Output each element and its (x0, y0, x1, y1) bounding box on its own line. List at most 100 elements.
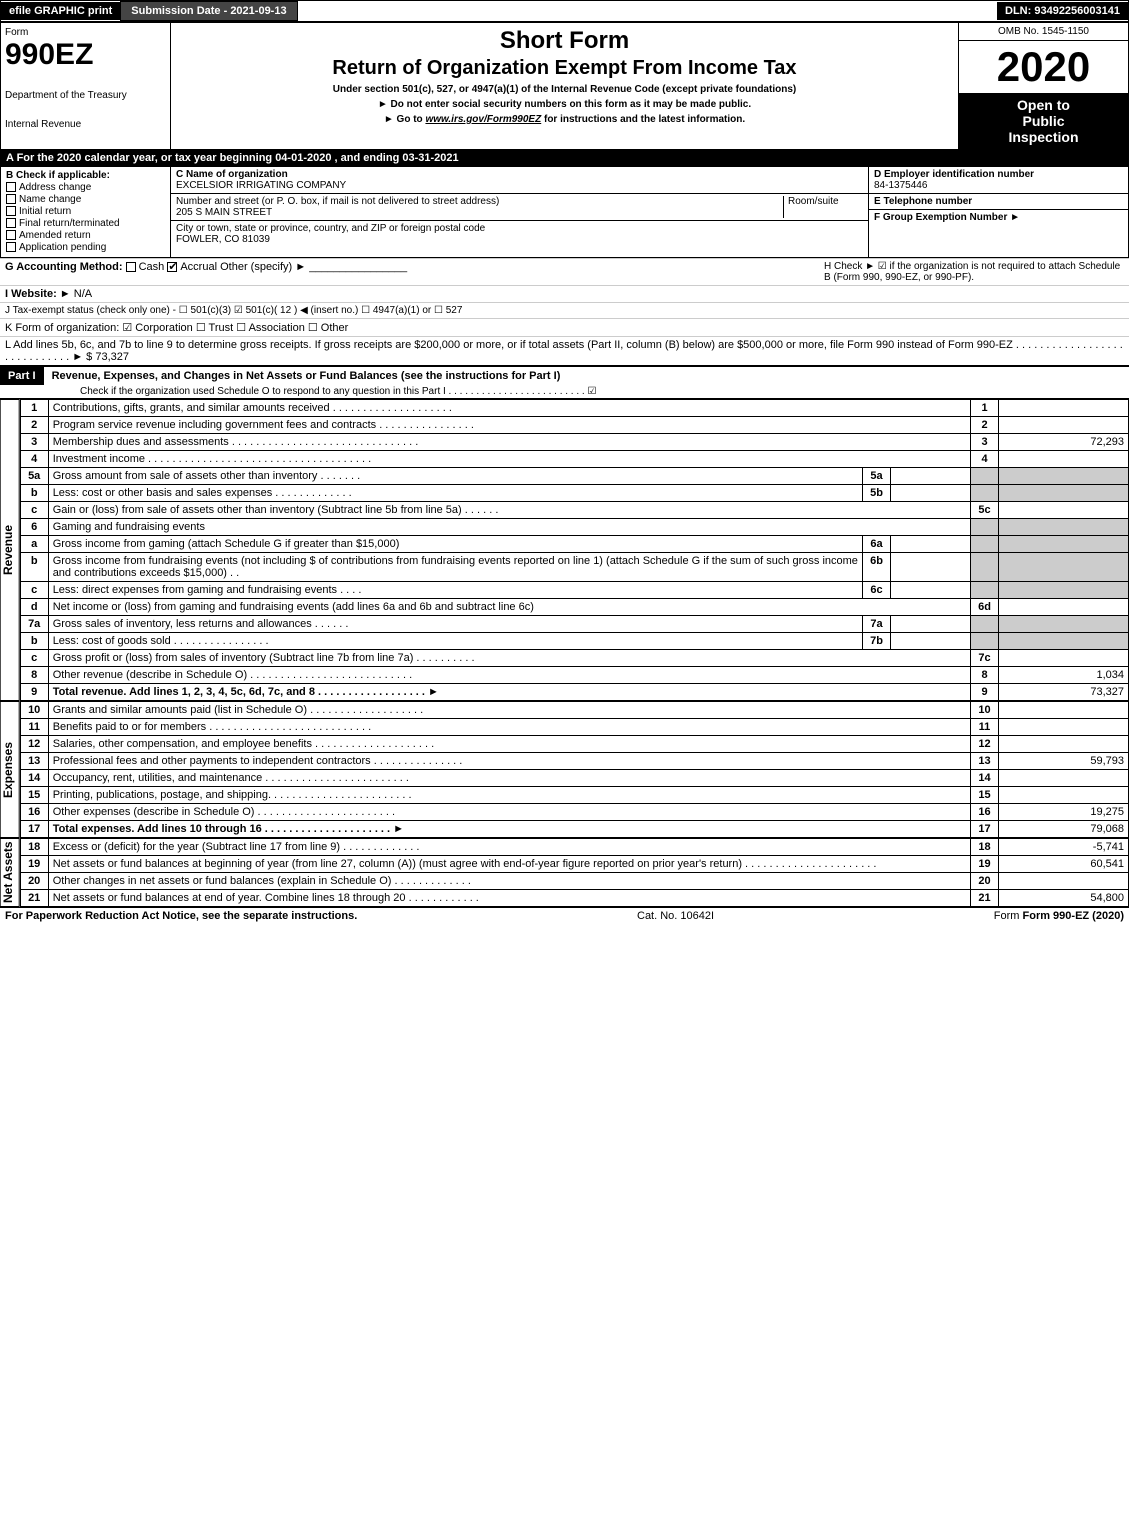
part1-sub: Check if the organization used Schedule … (0, 385, 1129, 398)
dept-treasury: Department of the Treasury (5, 90, 166, 101)
line-desc: Total expenses. Add lines 10 through 16 … (48, 821, 970, 838)
r-shade (971, 553, 999, 582)
table-row: 19Net assets or fund balances at beginni… (20, 856, 1128, 873)
row-j: J Tax-exempt status (check only one) - ☐… (0, 302, 1129, 318)
website-val: N/A (74, 288, 92, 300)
line-number: 3 (20, 434, 48, 451)
row-k: K Form of organization: ☑ Corporation ☐ … (0, 318, 1129, 336)
sub-val (891, 536, 971, 553)
table-row: 9Total revenue. Add lines 1, 2, 3, 4, 5c… (20, 684, 1128, 701)
line-desc: Professional fees and other payments to … (48, 753, 970, 770)
right-num: 8 (971, 667, 999, 684)
part1-label: Part I (0, 367, 44, 385)
v-shade (999, 468, 1129, 485)
line-desc: Occupancy, rent, utilities, and maintena… (48, 770, 970, 787)
line-number: 16 (20, 804, 48, 821)
r-shade (971, 633, 999, 650)
line-desc: Salaries, other compensation, and employ… (48, 736, 970, 753)
line-number: 17 (20, 821, 48, 838)
row-a: A For the 2020 calendar year, or tax yea… (0, 150, 1129, 166)
line-number: 1 (20, 400, 48, 417)
line-desc: Membership dues and assessments . . . . … (48, 434, 970, 451)
table-row: 21Net assets or fund balances at end of … (20, 890, 1128, 907)
sub-num: 6c (863, 582, 891, 599)
top-bar: efile GRAPHIC print Submission Date - 20… (0, 0, 1129, 22)
v-shade (999, 485, 1129, 502)
efile-label[interactable]: efile GRAPHIC print (1, 2, 120, 20)
sub-num: 7a (863, 616, 891, 633)
sub-num: 6a (863, 536, 891, 553)
goto-note: ► Go to www.irs.gov/Form990EZ for instru… (175, 114, 954, 125)
goto-post: for instructions and the latest informat… (541, 114, 745, 125)
line-desc: Less: cost or other basis and sales expe… (48, 485, 862, 502)
v-shade (999, 633, 1129, 650)
table-row: 16Other expenses (describe in Schedule O… (20, 804, 1128, 821)
expenses-section: Expenses 10Grants and similar amounts pa… (0, 701, 1129, 838)
table-row: 12Salaries, other compensation, and empl… (20, 736, 1128, 753)
open-inspection: Open to Public Inspection (959, 93, 1128, 149)
line-value (999, 400, 1129, 417)
chk-pending: Application pending (6, 242, 165, 253)
line-number: 8 (20, 667, 48, 684)
line-number: c (20, 582, 48, 599)
col-c: C Name of organization EXCELSIOR IRRIGAT… (171, 167, 868, 257)
g-other: Other (specify) ► (220, 261, 306, 273)
line-number: 13 (20, 753, 48, 770)
table-row: 3Membership dues and assessments . . . .… (20, 434, 1128, 451)
info-grid: B Check if applicable: Address change Na… (0, 166, 1129, 258)
v-shade (999, 553, 1129, 582)
line-number: d (20, 599, 48, 616)
short-form-title: Short Form (175, 27, 954, 55)
line-desc: Net assets or fund balances at beginning… (48, 856, 970, 873)
right-num: 6d (971, 599, 999, 616)
sub-num: 5b (863, 485, 891, 502)
r-shade (971, 582, 999, 599)
room-label: Room/suite (783, 196, 863, 218)
line-value (999, 736, 1129, 753)
revenue-section: Revenue 1Contributions, gifts, grants, a… (0, 399, 1129, 701)
netassets-vlabel: Net Assets (0, 838, 20, 907)
line-number: b (20, 633, 48, 650)
line-desc: Net income or (loss) from gaming and fun… (48, 599, 970, 616)
table-row: 10Grants and similar amounts paid (list … (20, 702, 1128, 719)
row-l: L Add lines 5b, 6c, and 7b to line 9 to … (0, 336, 1129, 365)
table-row: 7aGross sales of inventory, less returns… (20, 616, 1128, 633)
chk-accrual[interactable] (167, 262, 177, 272)
table-row: 17Total expenses. Add lines 10 through 1… (20, 821, 1128, 838)
line-value (999, 787, 1129, 804)
line-number: c (20, 502, 48, 519)
table-row: 20Other changes in net assets or fund ba… (20, 873, 1128, 890)
line-number: 7a (20, 616, 48, 633)
right-num: 5c (971, 502, 999, 519)
line-value (999, 770, 1129, 787)
chk-cash[interactable] (126, 262, 136, 272)
line-number: 12 (20, 736, 48, 753)
footer-mid: Cat. No. 10642I (637, 910, 714, 922)
street: 205 S MAIN STREET (176, 207, 783, 218)
chk-final: Final return/terminated (6, 218, 165, 229)
right-num: 10 (971, 702, 999, 719)
right-num: 21 (971, 890, 999, 907)
line-number: 21 (20, 890, 48, 907)
open-line3: Inspection (963, 129, 1124, 145)
sub-num: 6b (863, 553, 891, 582)
r-shade (971, 468, 999, 485)
tax-year: 2020 (959, 41, 1128, 93)
open-line1: Open to (963, 97, 1124, 113)
b-label: B Check if applicable: (6, 170, 165, 181)
l-text: L Add lines 5b, 6c, and 7b to line 9 to … (5, 339, 1123, 363)
line-number: 5a (20, 468, 48, 485)
line-desc: Excess or (deficit) for the year (Subtra… (48, 839, 970, 856)
street-label: Number and street (or P. O. box, if mail… (176, 196, 499, 207)
irs-link[interactable]: www.irs.gov/Form990EZ (425, 114, 541, 125)
footer-left: For Paperwork Reduction Act Notice, see … (5, 910, 357, 922)
line-number: 19 (20, 856, 48, 873)
table-row: 13Professional fees and other payments t… (20, 753, 1128, 770)
r-shade (971, 485, 999, 502)
line-value (999, 417, 1129, 434)
main-title: Return of Organization Exempt From Incom… (175, 57, 954, 80)
line-value (999, 719, 1129, 736)
right-num: 18 (971, 839, 999, 856)
sub-val (891, 485, 971, 502)
right-num: 4 (971, 451, 999, 468)
